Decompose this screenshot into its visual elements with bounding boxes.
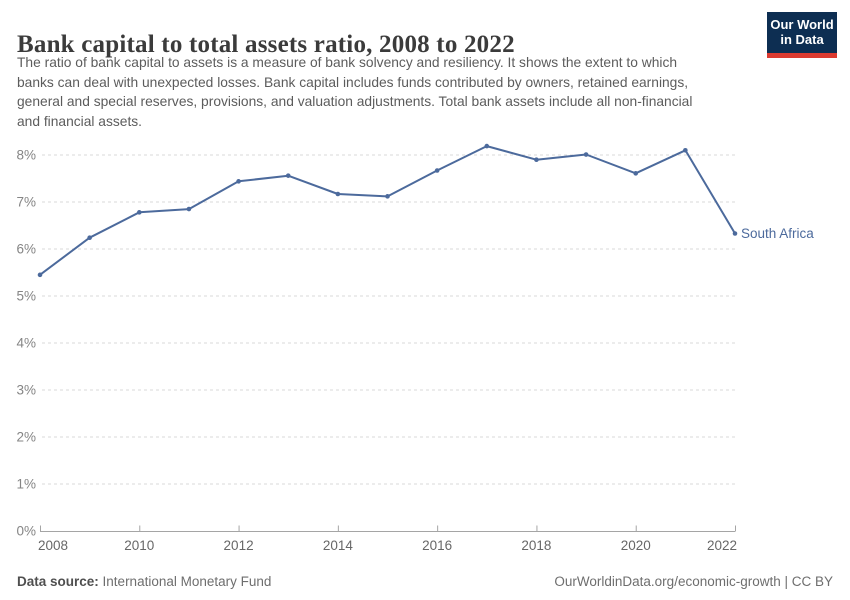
- x-tick-label: 2014: [323, 538, 354, 553]
- y-tick-label: 5%: [16, 289, 36, 304]
- data-point[interactable]: [37, 272, 43, 278]
- data-source-label: Data source:: [17, 574, 99, 589]
- data-point[interactable]: [87, 235, 92, 241]
- subtitle-line: banks can deal with unexpected losses. B…: [17, 74, 689, 90]
- data-point[interactable]: [434, 168, 440, 173]
- x-tick-label: 2020: [621, 538, 651, 553]
- data-point[interactable]: [633, 171, 639, 176]
- data-point[interactable]: [335, 191, 341, 197]
- owid-logo-line1: Our World: [770, 17, 834, 32]
- chart-title: Bank capital to total assets ratio, 2008…: [17, 30, 515, 58]
- subtitle-line: general and special reserves, provisions…: [17, 94, 693, 109]
- y-tick-label: 2%: [16, 430, 36, 445]
- data-point[interactable]: [484, 143, 490, 149]
- data-point[interactable]: [186, 206, 192, 212]
- chart-subtitle: The ratio of bank capital to assets is a…: [17, 53, 692, 131]
- data-point[interactable]: [683, 148, 688, 153]
- x-tick-label: 2016: [422, 538, 452, 553]
- data-point[interactable]: [732, 231, 738, 236]
- y-tick-label: 6%: [16, 242, 36, 257]
- attribution-link[interactable]: OurWorldinData.org/economic-growth | CC …: [554, 574, 833, 589]
- subtitle-line: The ratio of bank capital to assets is a…: [17, 55, 678, 70]
- data-line[interactable]: [39, 145, 736, 276]
- y-tick-label: 8%: [16, 148, 36, 163]
- subtitle-line: and financial assets.: [17, 113, 143, 129]
- data-point[interactable]: [385, 194, 390, 199]
- data-point[interactable]: [136, 210, 142, 215]
- data-point[interactable]: [583, 152, 589, 157]
- y-tick-label: 7%: [16, 195, 36, 210]
- data-point[interactable]: [236, 179, 241, 184]
- series-label[interactable]: South Africa: [741, 226, 814, 241]
- x-tick-label: 2012: [224, 538, 254, 553]
- data-point[interactable]: [285, 173, 291, 178]
- data-point[interactable]: [534, 157, 539, 162]
- owid-logo-line2: in Data: [780, 32, 824, 47]
- y-tick-label: 4%: [16, 336, 36, 351]
- y-tick-label: 0%: [16, 524, 36, 539]
- chart-footer: Data source: International Monetary Fund…: [17, 574, 833, 589]
- y-tick-label: 1%: [16, 477, 36, 492]
- owid-logo[interactable]: Our World in Data: [767, 12, 837, 58]
- x-tick-label: 2022: [707, 538, 737, 553]
- x-tick-label: 2008: [38, 538, 68, 553]
- data-source: Data source: International Monetary Fund: [17, 574, 271, 589]
- y-tick-label: 3%: [16, 383, 36, 398]
- x-tick-label: 2010: [124, 538, 154, 553]
- data-source-value: International Monetary Fund: [102, 574, 272, 589]
- x-tick-label: 2018: [521, 538, 551, 553]
